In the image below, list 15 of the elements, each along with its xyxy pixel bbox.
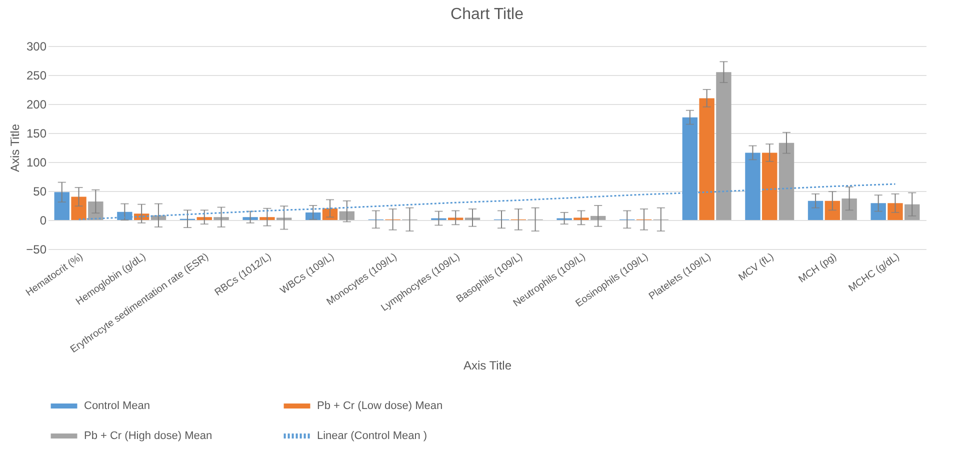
y-tick-label: −50 <box>26 242 47 256</box>
y-tick-label: 0 <box>40 214 47 228</box>
legend-label: Pb + Cr (High dose) Mean <box>84 430 212 442</box>
y-tick-label: 300 <box>26 40 47 54</box>
x-axis-title: Axis Title <box>463 358 512 373</box>
legend-label: Linear (Control Mean ) <box>317 430 428 442</box>
y-tick-label: 250 <box>26 68 47 82</box>
y-tick-label: 150 <box>26 126 47 140</box>
y-tick-label: 100 <box>26 156 47 170</box>
y-axis-title: Axis Title <box>8 124 22 172</box>
y-tick-label: 200 <box>26 98 47 112</box>
chart-title: Chart Title <box>450 6 524 23</box>
y-tick-label: 50 <box>33 184 47 198</box>
legend-label: Control Mean <box>84 400 150 412</box>
legend-label: Pb + Cr (Low dose) Mean <box>317 400 443 412</box>
